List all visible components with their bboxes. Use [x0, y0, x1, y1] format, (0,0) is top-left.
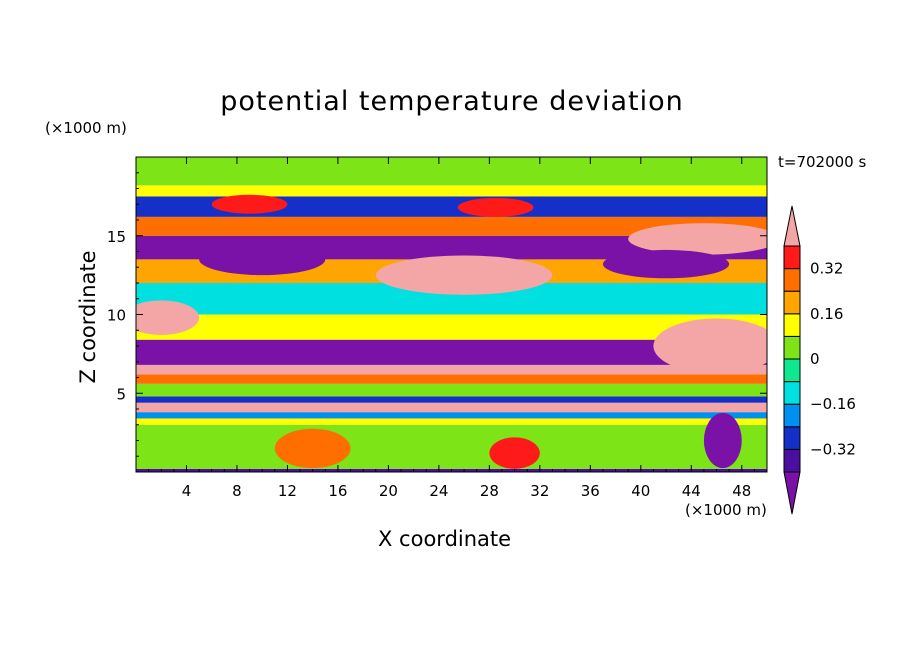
colorbar-box: [783, 426, 801, 450]
field-band: [136, 424, 767, 469]
field-patch: [136, 300, 200, 335]
field-band: [136, 216, 767, 236]
field-band: [136, 374, 767, 384]
field-band: [136, 196, 767, 217]
y-tick-label: 10: [107, 307, 126, 325]
x-tick-label: 20: [379, 482, 398, 500]
field-band: [136, 418, 767, 425]
x-tick-label: 32: [530, 482, 549, 500]
time-label: t=702000 s: [778, 153, 867, 171]
x-tick-label: 12: [278, 482, 297, 500]
colorbar-tick-label: 0: [810, 350, 820, 368]
field-band: [136, 412, 767, 419]
colorbar-tick-label: 0.32: [810, 260, 843, 278]
colorbar-box: [783, 358, 801, 383]
colorbar-box: [783, 313, 801, 337]
field-patch: [211, 194, 288, 214]
y-tick-label: 5: [116, 385, 126, 403]
x-tick-label: 36: [581, 482, 600, 500]
field-patch: [375, 255, 553, 295]
field-patch: [653, 318, 767, 374]
field-band: [136, 396, 767, 403]
x-tick-label: 4: [182, 482, 192, 500]
colorbar-tick-label: −0.32: [810, 440, 856, 458]
field-patch: [602, 249, 730, 279]
colorbar-box: [783, 335, 801, 360]
field-patch: [199, 243, 326, 276]
x-tick-label: 16: [328, 482, 347, 500]
contour-field: [136, 157, 767, 472]
x-tick-label: 8: [232, 482, 242, 500]
x-tick-label: 28: [480, 482, 499, 500]
field-band: [136, 185, 767, 197]
colorbar-box: [783, 403, 801, 428]
x-tick-label: 44: [682, 482, 701, 500]
colorbar-tick-label: −0.16: [810, 395, 856, 413]
colorbar-tick-label: 0.16: [810, 305, 843, 323]
field-patch: [457, 197, 534, 217]
colorbar-extend-low: [783, 471, 801, 515]
x-tick-label: 48: [732, 482, 751, 500]
colorbar-box: [783, 290, 801, 315]
y-axis-unit: (×1000 m): [45, 119, 127, 137]
field-band: [136, 364, 767, 375]
x-axis-label: X coordinate: [378, 527, 512, 551]
field-band: [136, 402, 767, 413]
field-patch: [703, 412, 742, 469]
field-patch: [274, 428, 351, 469]
field-band: [136, 157, 767, 186]
colorbar-extend-high: [783, 205, 801, 247]
field-patch: [489, 437, 540, 469]
field-band: [136, 383, 767, 397]
colorbar-box: [783, 268, 801, 292]
x-tick-label: 40: [631, 482, 650, 500]
colorbar: −0.32 −0.16 0 0.16 0.32: [783, 205, 856, 515]
chart-title: potential temperature deviation: [220, 86, 684, 117]
colorbar-box: [783, 381, 801, 405]
x-axis-unit: (×1000 m): [685, 501, 767, 519]
colorbar-box: [783, 245, 801, 270]
field-patch: [628, 223, 767, 255]
colorbar-box: [783, 448, 801, 473]
x-tick-label: 24: [429, 482, 448, 500]
y-tick-label: 15: [107, 228, 126, 246]
